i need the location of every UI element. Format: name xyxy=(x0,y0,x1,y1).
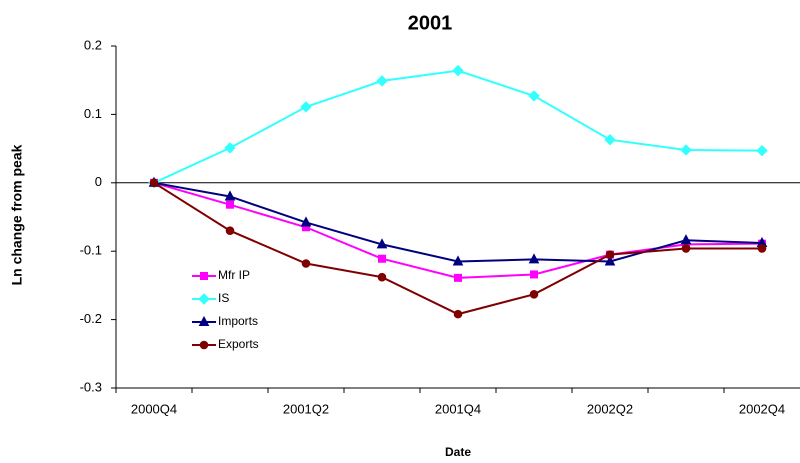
data-point xyxy=(452,64,464,77)
legend-marker xyxy=(199,340,209,350)
data-point xyxy=(757,244,767,253)
data-point xyxy=(528,90,540,102)
y-tick-label: 0 xyxy=(95,174,102,189)
y-tick-label: 0.1 xyxy=(84,106,102,121)
legend-marker xyxy=(198,293,210,305)
x-tick-label: 2002Q2 xyxy=(587,401,633,416)
data-point xyxy=(378,254,386,263)
legend-marker xyxy=(200,272,208,280)
data-point xyxy=(301,259,311,268)
data-point xyxy=(604,134,616,146)
data-point xyxy=(529,289,539,299)
data-point xyxy=(149,178,159,188)
x-tick-label: 2002Q4 xyxy=(739,401,785,416)
y-tick-label: 0.2 xyxy=(84,37,102,52)
data-point xyxy=(300,216,312,227)
y-tick-label: -0.2 xyxy=(80,311,102,326)
data-point xyxy=(681,244,691,253)
data-point xyxy=(376,75,388,87)
data-point xyxy=(756,144,768,157)
data-point xyxy=(528,253,540,264)
series-line xyxy=(153,69,763,184)
data-point xyxy=(377,272,387,282)
legend-label: IS xyxy=(218,291,229,305)
y-tick-label: -0.3 xyxy=(80,379,102,394)
data-point xyxy=(226,200,234,209)
data-point xyxy=(454,273,462,282)
data-point xyxy=(225,226,235,235)
legend-label: Mfr IP xyxy=(218,268,250,282)
x-tick-label: 2001Q2 xyxy=(283,401,329,416)
data-point xyxy=(680,234,692,245)
legend-marker xyxy=(198,315,210,326)
legend-label: Exports xyxy=(218,337,259,351)
data-point xyxy=(453,309,463,319)
y-tick-label: -0.1 xyxy=(80,243,102,258)
data-point xyxy=(452,255,464,266)
data-point xyxy=(604,255,616,266)
data-point xyxy=(605,250,615,259)
data-point xyxy=(300,101,312,113)
x-axis-label: Date xyxy=(445,445,471,459)
data-point xyxy=(224,190,236,201)
x-tick-label: 2000Q4 xyxy=(131,401,177,416)
data-point xyxy=(680,144,692,156)
data-point xyxy=(224,142,236,154)
data-point xyxy=(530,270,538,279)
x-tick-label: 2001Q4 xyxy=(435,401,481,416)
legend-label: Imports xyxy=(218,314,258,328)
y-axis-label: Ln change from peak xyxy=(9,144,25,285)
data-point xyxy=(376,238,388,249)
chart-title: 2001 xyxy=(408,12,453,34)
